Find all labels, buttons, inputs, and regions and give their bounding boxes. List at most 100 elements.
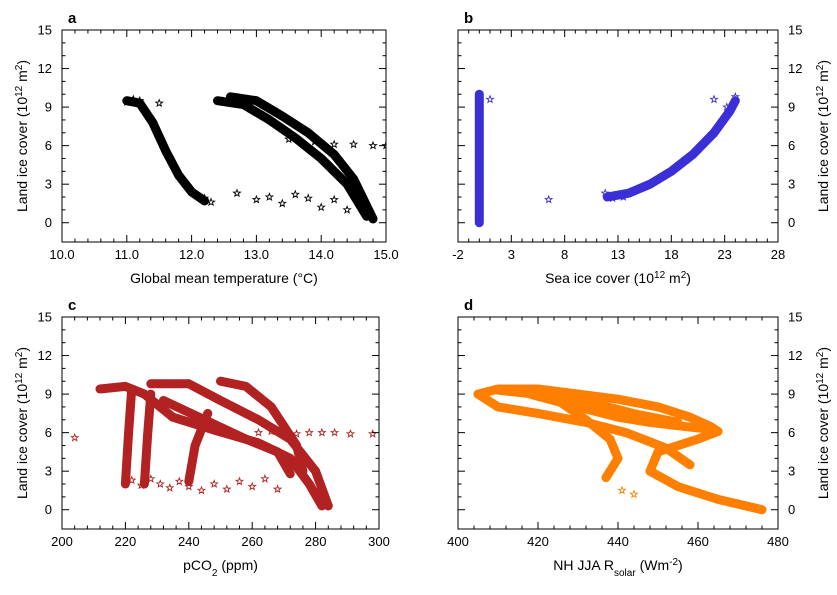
data-point — [169, 162, 179, 171]
data-point — [206, 197, 216, 207]
data-point — [142, 438, 152, 448]
data-point — [474, 110, 484, 120]
data-point — [483, 386, 493, 396]
data-point — [681, 155, 691, 165]
data-point — [235, 405, 245, 414]
data-point — [567, 405, 577, 414]
data-point — [354, 198, 364, 208]
data-point — [313, 493, 323, 503]
data-point — [617, 485, 627, 495]
data-point — [200, 415, 210, 424]
data-point — [139, 479, 149, 488]
data-point — [241, 434, 251, 443]
data-point — [593, 399, 603, 409]
data-point — [706, 429, 716, 438]
data-point — [473, 389, 483, 398]
data-point — [290, 119, 300, 129]
data-point — [311, 466, 321, 476]
data-point — [303, 143, 313, 153]
data-point — [157, 403, 167, 412]
data-point — [270, 408, 280, 418]
x-axis-title: NH JJA Rsolar (Wm-2) — [553, 557, 682, 579]
data-point — [474, 146, 484, 156]
data-point — [641, 435, 651, 445]
data-point — [749, 502, 759, 512]
data-point — [474, 160, 484, 170]
data-point — [179, 405, 189, 414]
data-point — [714, 120, 724, 130]
data-point — [136, 480, 146, 490]
data-point — [317, 501, 327, 510]
data-point — [300, 453, 310, 463]
data-point — [285, 469, 295, 478]
data-point — [145, 397, 155, 407]
data-point — [310, 136, 320, 146]
data-point — [207, 418, 217, 427]
x-tick-label: 3 — [508, 247, 515, 262]
data-point — [125, 413, 135, 422]
data-point — [165, 483, 175, 492]
series-c — [70, 376, 378, 511]
data-point — [600, 188, 610, 198]
data-point — [342, 205, 352, 214]
data-point — [186, 408, 196, 418]
data-point — [190, 440, 200, 450]
data-point — [618, 192, 629, 201]
data-point — [728, 498, 738, 507]
data-point — [146, 473, 156, 483]
data-point — [234, 476, 245, 486]
data-point — [251, 194, 262, 204]
data-point — [303, 128, 313, 137]
data-point — [193, 432, 203, 442]
x-tick-label: 420 — [527, 534, 549, 549]
x-axis-title: pCO2 (ppm) — [183, 557, 258, 579]
data-point — [308, 486, 319, 496]
x-tick-label: 14.0 — [309, 247, 334, 262]
y-tick-label: 12 — [788, 348, 802, 363]
x-tick-label: 13.0 — [244, 247, 269, 262]
data-point — [709, 128, 719, 137]
data-point — [221, 97, 231, 106]
data-point — [581, 390, 591, 399]
data-point — [601, 472, 611, 482]
data-point — [693, 434, 703, 443]
data-point — [142, 446, 152, 456]
data-point — [501, 403, 511, 413]
data-point — [605, 393, 615, 403]
data-point — [290, 460, 300, 469]
data-point — [686, 436, 696, 446]
data-point — [125, 406, 135, 415]
data-point — [474, 118, 484, 127]
data-point — [264, 192, 275, 201]
data-point — [317, 427, 327, 437]
data-point — [706, 492, 716, 502]
data-point — [281, 461, 291, 471]
panel-letter: b — [464, 10, 473, 27]
y-tick-label: 0 — [788, 215, 795, 230]
data-point — [247, 386, 257, 396]
data-point — [621, 427, 631, 437]
data-point — [645, 400, 655, 410]
data-point — [597, 392, 607, 402]
data-point — [241, 381, 251, 391]
data-point — [645, 417, 655, 427]
data-point — [143, 111, 153, 120]
y-tick-label: 15 — [788, 310, 802, 325]
data-point — [144, 414, 154, 423]
data-point — [649, 412, 659, 422]
series-b — [474, 89, 741, 228]
data-point — [213, 95, 223, 105]
data-point — [257, 440, 267, 450]
data-point — [158, 395, 168, 405]
y-axis-title: Land ice cover (1012 m2) — [815, 60, 832, 212]
data-point — [143, 430, 153, 440]
data-point — [157, 138, 167, 148]
data-point — [530, 389, 541, 399]
data-point — [348, 139, 359, 149]
data-point — [525, 407, 535, 416]
data-point — [120, 381, 130, 391]
data-point — [225, 92, 235, 101]
x-tick-label: 23 — [717, 247, 731, 262]
data-point — [685, 412, 695, 422]
data-point — [327, 164, 337, 173]
